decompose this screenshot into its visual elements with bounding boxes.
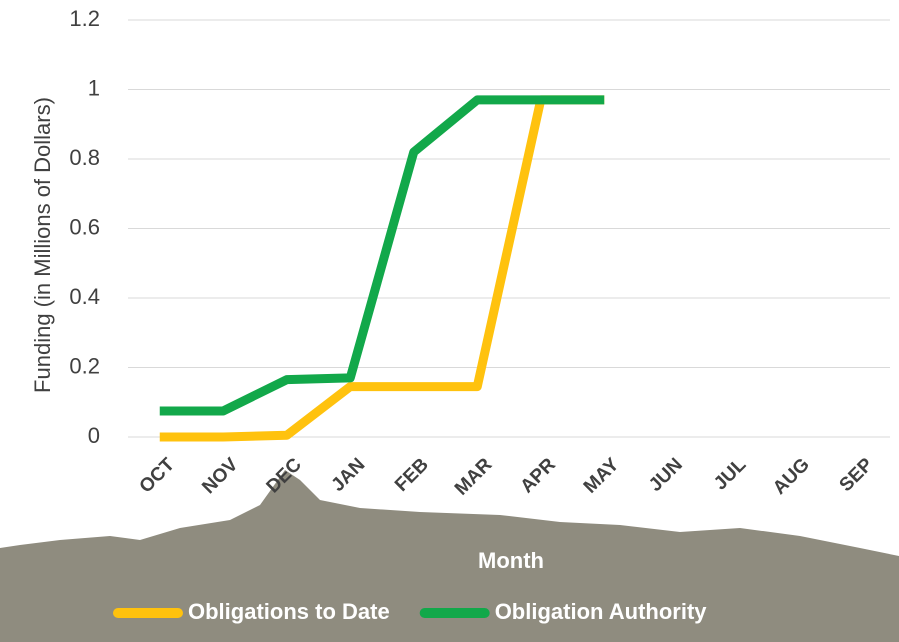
x-tick-label: AUG [769,454,814,499]
x-tick-label: APR [517,454,560,497]
x-tick-label: OCT [136,454,179,497]
x-tick-label: MAR [451,454,497,500]
page: {"chart_data": {"type": "line", "y_label… [0,0,899,642]
x-tick-label: NOV [198,454,242,498]
x-tick-label: FEB [391,454,433,496]
x-tick-label: JUL [710,454,751,495]
chart: Funding (in Millions of Dollars) Month 0… [0,0,899,642]
y-tick-label: 0.8 [69,145,100,170]
y-tick-label: 1.2 [69,6,100,31]
series-line [160,100,605,411]
x-tick-label: JAN [328,454,370,496]
x-tick-label: JUN [645,454,687,496]
legend-label: Obligation Authority [495,599,708,624]
x-tick-label: SEP [836,454,878,496]
y-tick-label: 0.2 [69,353,100,378]
x-axis-title: Month [478,548,544,573]
y-tick-label: 0 [88,423,100,448]
y-tick-label: 0.4 [69,284,100,309]
y-tick-label: 1 [88,75,100,100]
legend-label: Obligations to Date [188,599,390,624]
y-axis-title: Funding (in Millions of Dollars) [30,97,55,393]
y-tick-label: 0.6 [69,214,100,239]
x-tick-label: MAY [580,454,624,498]
